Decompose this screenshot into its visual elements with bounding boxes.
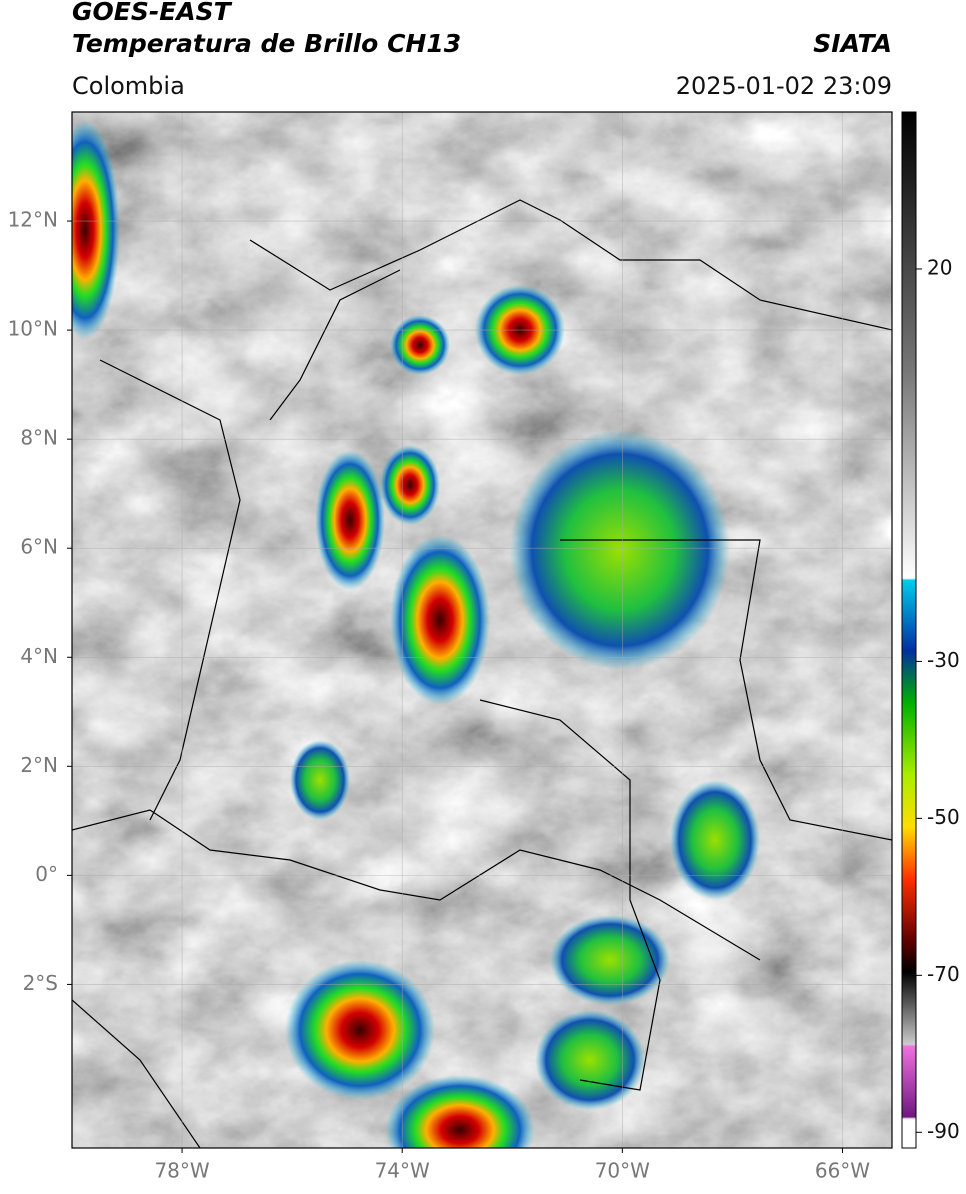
title: GOES-EAST <box>72 0 233 26</box>
storm-cell <box>285 960 435 1100</box>
colorbar-tick-label: -30 <box>927 648 960 672</box>
graticule <box>72 112 892 1148</box>
region: Colombia <box>72 72 185 100</box>
y-tick-label: 6°N <box>20 535 58 559</box>
map-frame <box>71 111 893 1149</box>
convective-area <box>510 430 730 670</box>
colorbar-tick-label: -90 <box>927 1119 960 1143</box>
y-tick-label: 0° <box>35 862 58 886</box>
source: SIATA <box>813 29 892 58</box>
storm-cell <box>315 450 385 590</box>
colorbar-tick-label: -70 <box>927 962 960 986</box>
timestamp: 2025-01-02 23:09 <box>676 72 892 100</box>
y-tick-label: 4°N <box>20 644 58 668</box>
colorbar-tick-label: -50 <box>927 805 960 829</box>
convective-area <box>550 915 670 1005</box>
storm-cell <box>72 120 120 340</box>
convective-area <box>290 740 350 820</box>
border-lines <box>72 199 892 1148</box>
x-tick-label: 66°W <box>815 1159 870 1183</box>
colorbar <box>901 111 917 1149</box>
storm-cell <box>380 445 440 525</box>
x-tick-label: 70°W <box>595 1159 650 1183</box>
convective-area <box>535 1010 645 1110</box>
y-tick-label: 12°N <box>8 208 58 232</box>
subtitle: Temperatura de Brillo CH13 <box>72 29 461 58</box>
storm-cell <box>385 1075 535 1148</box>
storm-cell <box>390 535 490 705</box>
storm-cell <box>390 315 450 375</box>
y-tick-label: 10°N <box>8 317 58 341</box>
x-tick-label: 74°W <box>375 1159 430 1183</box>
y-tick-label: 2°N <box>20 753 58 777</box>
imagery <box>72 112 892 1148</box>
y-tick-label: 8°N <box>20 426 58 450</box>
convective-area <box>670 780 760 900</box>
y-tick-label: 2°S <box>23 971 58 995</box>
colorbar-tick-label: 20 <box>927 255 952 279</box>
x-tick-label: 78°W <box>154 1159 209 1183</box>
